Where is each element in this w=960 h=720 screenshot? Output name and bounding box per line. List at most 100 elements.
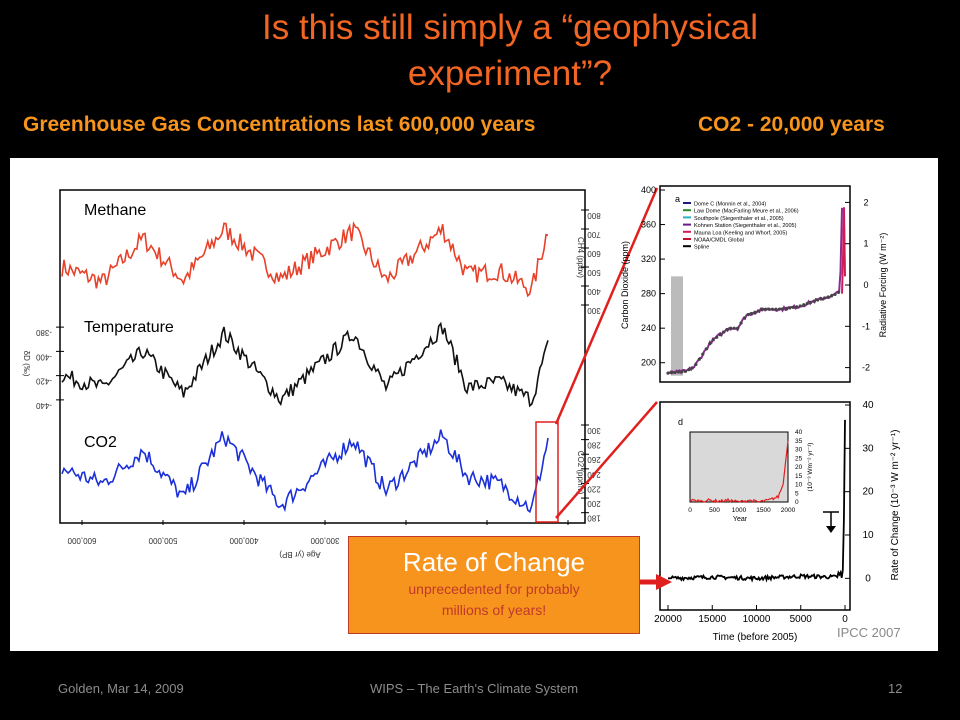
credit-ipcc: IPCC 2007 — [837, 625, 901, 640]
co2-point — [711, 338, 715, 342]
co2-point — [729, 326, 733, 330]
rate-of-change-callout: Rate of Change unprecedented for probabl… — [348, 536, 640, 634]
series-label-co2: CO2 — [84, 434, 117, 452]
co2-point — [676, 370, 681, 374]
co2-point — [791, 305, 795, 309]
inset-y-tick-label: 0 — [795, 499, 799, 506]
co2-point — [770, 307, 775, 311]
co2-point — [683, 369, 688, 373]
rate-y-tick-label: 10 — [862, 530, 874, 541]
co2-gray-band — [671, 276, 683, 376]
footer-title: WIPS – The Earth's Climate System — [370, 681, 579, 696]
co2-point — [701, 352, 705, 356]
y-tick-label-0-5: 800 — [587, 211, 601, 220]
legend-label-4: Mauna Loa (Keeling and Whorf, 2005) — [694, 230, 787, 236]
co2-y-axis-label: Carbon Dioxide (ppm) — [620, 241, 630, 329]
co2-y-tick-label: 240 — [641, 323, 656, 333]
co2-point — [777, 307, 781, 311]
y-tick-label-1-2: -400 — [35, 352, 52, 361]
panel-d-letter: d — [678, 417, 683, 427]
co2-point — [680, 370, 684, 374]
forcing-y-tick-label: -2 — [862, 363, 870, 373]
inset-x-tick-label: 1500 — [756, 507, 771, 514]
series-label-methane: Methane — [84, 202, 147, 220]
y-axis-label-1: δD (‰) — [22, 351, 31, 377]
subtitle-left: Greenhouse Gas Concentrations last 600,0… — [23, 113, 536, 136]
forcing-y-tick-label: 2 — [863, 197, 868, 207]
legend-label-3: Kohnen Station (Siegenthaler et al., 200… — [694, 223, 797, 229]
co2-point — [669, 371, 674, 375]
inset-x-tick-label: 500 — [709, 507, 720, 514]
inset-y-tick-label: 20 — [795, 464, 803, 471]
callout-line-1: unprecedented for probably — [408, 581, 580, 597]
co2-point — [742, 316, 747, 320]
co2-point — [788, 306, 792, 310]
co2-point — [767, 307, 771, 311]
co2-point — [715, 335, 719, 339]
inset-series-line — [689, 440, 789, 504]
inset-y-tick-label: 15 — [795, 473, 803, 480]
co2-point — [774, 307, 778, 311]
legend-label-6: Spline — [694, 245, 709, 251]
co2-point — [722, 330, 726, 334]
legend-label-1: Law Dome (MacFarling Meure et al., 2006) — [694, 209, 799, 215]
co2-point — [739, 321, 743, 325]
co2-panel-group: 200 240 280 320 360 400 -2 -1 0 1 2 Carbon Dioxide … — [620, 185, 888, 376]
rate-x-tick-label: 5000 — [790, 614, 813, 625]
x-tick-label-3: 300,000 — [310, 536, 339, 545]
series-line-temperature — [61, 321, 549, 408]
inset-y-tick-label: 10 — [795, 482, 803, 489]
zoom-box — [535, 421, 559, 523]
co2-y-tick-label: 400 — [641, 185, 656, 195]
co2-point — [718, 333, 722, 337]
forcing-y-axis-label: Radiative Forcing (W m⁻²) — [878, 233, 888, 338]
rate-x-tick-label: 10000 — [743, 614, 771, 625]
y-tick-label-0-0: 300 — [587, 306, 601, 315]
rate-y-tick-label: 20 — [862, 487, 874, 498]
inset-y-tick-label: 25 — [795, 455, 803, 462]
inset-x-tick-label: 0 — [688, 507, 692, 514]
y-tick-label-2-0: 180 — [587, 514, 601, 523]
y-tick-label-0-1: 400 — [587, 287, 601, 296]
series-label-temperature: Temperature — [84, 319, 174, 337]
y-tick-label-1-1: -420 — [35, 377, 52, 386]
title-line-2: experiment”? — [407, 54, 613, 93]
footer-page-number: 12 — [888, 681, 903, 696]
co2-point — [694, 362, 698, 367]
rate-y-tick-label: 30 — [862, 443, 874, 454]
co2-point — [819, 297, 823, 301]
y-tick-label-0-3: 600 — [587, 249, 601, 258]
co2-point — [809, 300, 813, 304]
co2-point — [760, 308, 764, 312]
co2-y-tick-label: 200 — [641, 358, 656, 368]
title-line-1: Is this still simply a “geophysical — [262, 8, 758, 47]
co2-recent-spike — [841, 207, 846, 294]
co2-point — [704, 347, 708, 351]
co2-point — [725, 327, 729, 332]
co2-y-tick-label: 280 — [641, 289, 656, 299]
co2-point — [805, 301, 809, 306]
y-tick-label-2-4: 260 — [587, 455, 601, 464]
zoom-line-top — [554, 187, 659, 425]
co2-point — [666, 371, 670, 375]
y-axis-label-0: CH4 (ppbv) — [576, 237, 585, 278]
callout-heading: Rate of Change — [402, 547, 586, 577]
rate-series-line — [668, 419, 846, 583]
x-tick-label-1: 500,000 — [148, 536, 177, 545]
co2-point — [798, 304, 802, 308]
co2-point — [687, 368, 691, 372]
panel-a-letter: a — [675, 194, 680, 204]
co2-point — [732, 326, 736, 330]
rate-y-tick-label: 40 — [862, 400, 874, 411]
callout-arrow-head — [656, 574, 672, 590]
co2-point — [690, 366, 694, 370]
legend-label-5: NOAA/CMDL Global — [694, 238, 744, 244]
inset-y-tick-label: 35 — [795, 438, 803, 445]
rate-y-tick-label: 0 — [865, 573, 871, 584]
legend-label-0: Dome C (Monnin et al., 2004) — [694, 202, 766, 208]
y-tick-label-2-5: 280 — [587, 441, 601, 450]
co2-point — [795, 305, 799, 309]
y-tick-label-1-0: -440 — [35, 401, 52, 410]
y-axis-label-2: CO2 (ppmv) — [576, 451, 585, 495]
